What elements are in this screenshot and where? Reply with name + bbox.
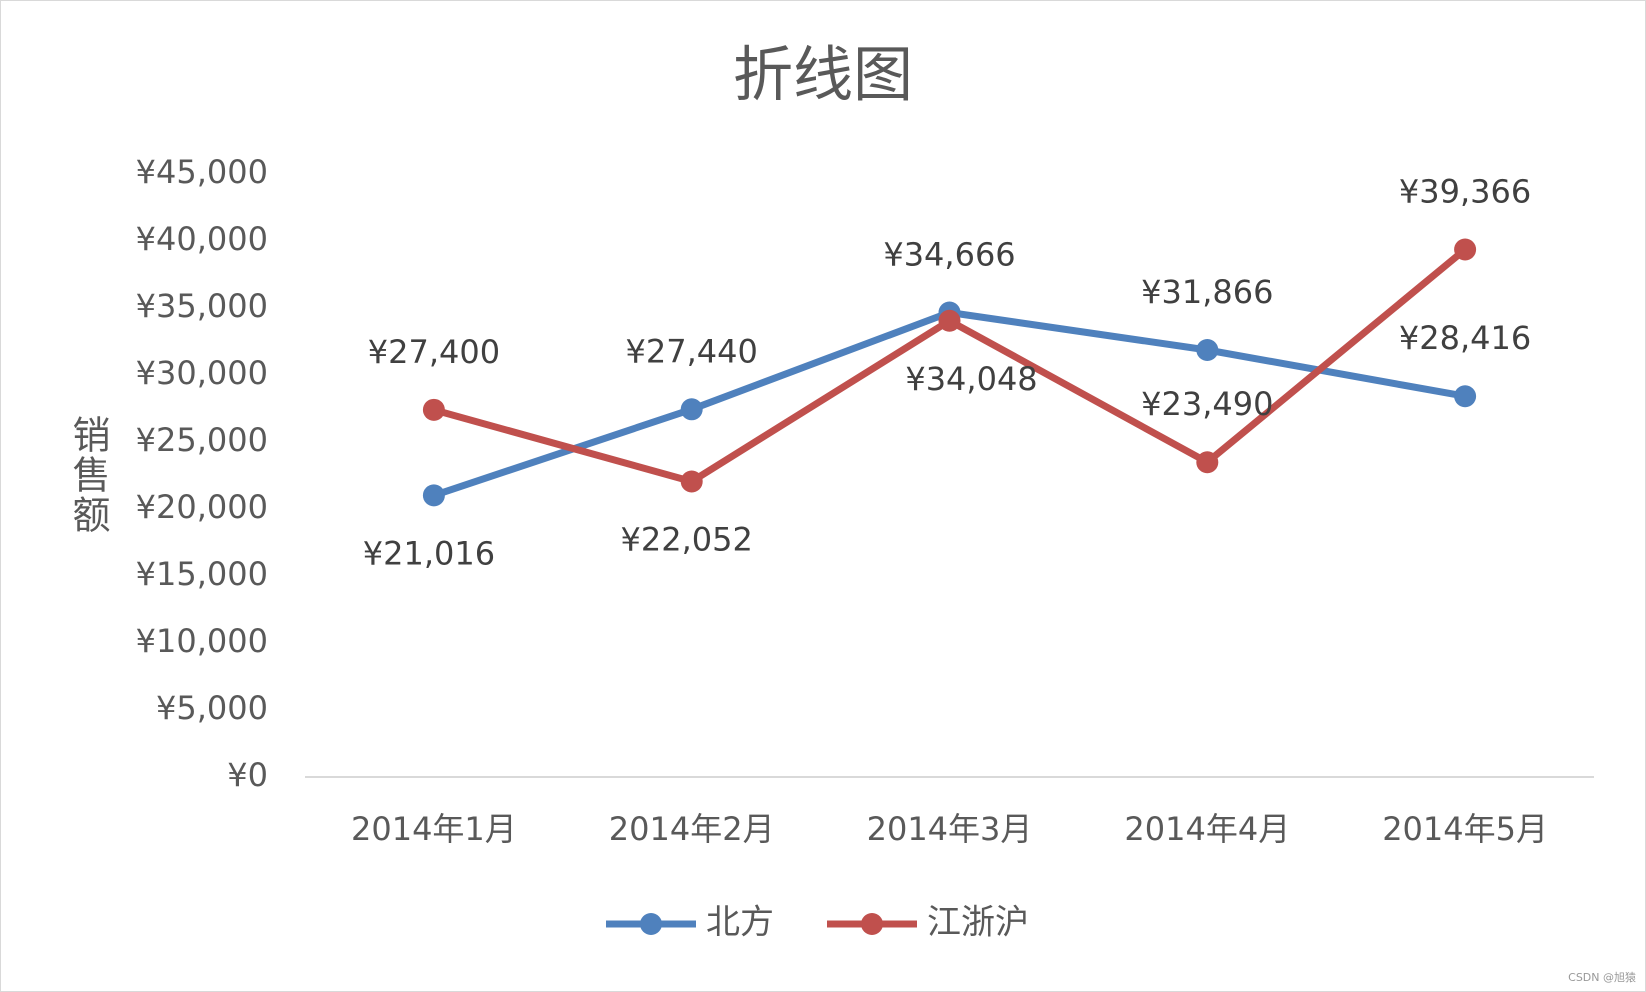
y-tick-label: ¥15,000 xyxy=(136,555,268,593)
y-axis-title: 销售额 xyxy=(66,415,110,535)
point xyxy=(680,470,703,493)
x-tick-label: 2014年1月 xyxy=(351,810,517,848)
chart-title: 折线图 xyxy=(733,41,913,111)
y-tick-label: ¥0 xyxy=(227,756,268,794)
data-label: ¥39,366 xyxy=(1399,172,1531,210)
point xyxy=(422,398,445,421)
y-tick-label: ¥40,000 xyxy=(136,220,268,258)
point xyxy=(680,398,703,421)
data-label: ¥31,866 xyxy=(1141,273,1273,311)
legend-marker xyxy=(640,913,662,935)
data-label: ¥22,052 xyxy=(621,521,753,559)
point xyxy=(1454,385,1477,408)
data-label: ¥21,016 xyxy=(363,534,495,572)
y-tick-label: ¥30,000 xyxy=(136,354,268,392)
y-tick-label: ¥25,000 xyxy=(136,421,268,459)
data-label: ¥27,440 xyxy=(626,332,758,370)
data-label: ¥27,400 xyxy=(368,333,500,371)
y-tick-label: ¥35,000 xyxy=(136,287,268,325)
x-tick-label: 2014年5月 xyxy=(1382,810,1548,848)
data-label: ¥28,416 xyxy=(1399,319,1531,357)
legend-label: 江浙沪 xyxy=(927,903,1029,943)
y-tick-label: ¥45,000 xyxy=(136,153,268,191)
y-tick-label: ¥5,000 xyxy=(156,689,268,727)
y-tick-label: ¥20,000 xyxy=(136,488,268,526)
data-label: ¥23,490 xyxy=(1141,385,1273,423)
x-tick-label: 2014年2月 xyxy=(609,810,775,848)
data-label: ¥34,048 xyxy=(905,360,1037,398)
watermark: CSDN @旭猿 xyxy=(1568,970,1636,984)
point xyxy=(1196,338,1219,361)
y-tick-label: ¥10,000 xyxy=(136,622,268,660)
data-label: ¥34,666 xyxy=(883,235,1015,273)
x-tick-label: 2014年3月 xyxy=(867,810,1033,848)
legend-label: 北方 xyxy=(706,903,774,943)
point xyxy=(422,484,445,507)
point xyxy=(1196,451,1219,474)
point xyxy=(938,309,961,332)
point xyxy=(1454,238,1477,261)
x-tick-label: 2014年4月 xyxy=(1124,810,1290,848)
legend-marker xyxy=(861,913,883,935)
